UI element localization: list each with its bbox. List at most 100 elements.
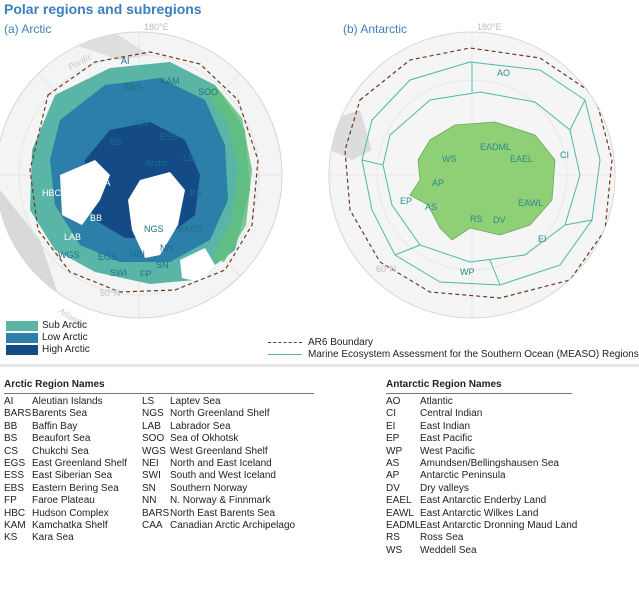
antarctic-row: EAEL East Antarctic Enderby Land: [386, 495, 577, 507]
canadian-archipelago-land: [60, 160, 110, 225]
antarctic-row: AO Atlantic: [386, 396, 577, 408]
row-name: Amundsen/Bellingshausen Sea: [420, 457, 559, 469]
legend-item-higharctic: High Arctic: [6, 344, 90, 355]
region-label-SN: SN: [156, 260, 169, 270]
row-name: Sea of Okhotsk: [170, 433, 239, 445]
row-name: North East Barents Sea: [170, 507, 276, 519]
row-name: Kara Sea: [32, 532, 74, 544]
row-abbr: SWI: [142, 470, 161, 482]
antarctic-map: 180°E 60°N AO EADML EAEL CI WS AP EP AS …: [328, 22, 616, 319]
row-name: East Antarctic Dronning Maud Land: [420, 519, 578, 531]
arctic-row: ESS East Siberian Sea: [4, 470, 127, 482]
row-abbr: KS: [4, 532, 18, 544]
legend-swatch-lowarctic: [6, 332, 38, 343]
region-label-BARS: BARS: [178, 224, 203, 234]
region-label-KAM: KAM: [160, 76, 180, 86]
legend-label-measo: Marine Ecosystem Assessment for the Sout…: [308, 348, 639, 360]
row-abbr: RS: [386, 532, 400, 544]
region-label-HBC: HBC: [42, 188, 62, 198]
row-abbr: LAB: [142, 420, 161, 432]
region-label-AP: AP: [432, 178, 444, 188]
arctic-table-rule: [4, 393, 314, 394]
figure-title: Polar regions and subregions: [4, 1, 202, 17]
row-abbr: CS: [4, 445, 18, 457]
region-label-LAB: LAB: [64, 232, 81, 242]
zone-legend: Sub Arctic Low Arctic High Arctic: [6, 320, 90, 356]
legend-swatch-subarctic: [6, 320, 38, 331]
arctic-row: CAA Canadian Arctic Archipelago: [142, 520, 295, 532]
arctic-panel-label: (a) Arctic: [4, 22, 52, 36]
region-label-FP: FP: [140, 269, 152, 279]
region-label-LS: LS: [183, 153, 194, 163]
legend-label-ar6: AR6 Boundary: [308, 336, 374, 348]
region-label-SOO: SOO: [198, 87, 218, 97]
antarctic-row: EP East Pacific: [386, 433, 577, 445]
row-name: East Pacific: [420, 433, 473, 445]
row-abbr: AO: [386, 396, 401, 407]
region-label-WGS: WGS: [58, 250, 80, 260]
region-label-EADML: EADML: [480, 142, 511, 152]
region-label-WP: WP: [460, 267, 475, 277]
region-label-ESS: ESS: [160, 132, 178, 142]
row-name: Chukchi Sea: [32, 445, 89, 457]
row-abbr: KAM: [4, 519, 26, 531]
row-abbr: BS: [4, 433, 18, 445]
row-abbr: EI: [386, 420, 396, 432]
antarctic-lon180-label: 180°E: [477, 22, 502, 32]
antarctic-background-land-west: [330, 110, 372, 160]
antarctic-table-rule: [386, 393, 572, 394]
antarctic-row: WP West Pacific: [386, 446, 577, 458]
region-label-AS: AS: [425, 202, 437, 212]
arctic-row: SOO Sea of Okhotsk: [142, 433, 295, 445]
row-name: Dry valleys: [420, 482, 469, 494]
row-name: Canadian Arctic Archipelago: [170, 519, 296, 531]
row-abbr: WS: [386, 544, 403, 556]
region-label-SWI: SWI: [110, 268, 127, 278]
arctic-lat50-label: 50°N: [100, 288, 120, 298]
row-abbr: EADML: [386, 519, 421, 531]
row-name: West Greenland Shelf: [170, 445, 268, 457]
arctic-row: NGS North Greenland Shelf: [142, 408, 295, 420]
row-abbr: LS: [142, 396, 155, 407]
arctic-lon180-label: 180°E: [144, 22, 169, 32]
row-abbr: BARS: [142, 507, 170, 519]
arctic-row: AI Aleutian Islands: [4, 396, 127, 408]
row-abbr: EAEL: [386, 495, 412, 507]
arctic-table-col2: LS Laptev Sea NGS North Greenland Shelf LA…: [142, 396, 295, 532]
row-name: West Pacific: [420, 445, 475, 457]
arctic-row: EBS Eastern Bering Sea: [4, 483, 127, 495]
antarctic-row: WS Weddell Sea: [386, 545, 577, 557]
polar-maps: 180°E 50°N Pacific Arctic Atlantic AI KA…: [0, 22, 616, 329]
scandinavia-land: [180, 248, 215, 282]
row-name: Antarctic Peninsula: [420, 470, 506, 482]
arctic-row: SWI South and West Iceland: [142, 470, 295, 482]
row-name: Kamchatka Shelf: [32, 519, 108, 531]
arctic-row: LAB Labrador Sea: [142, 421, 295, 433]
arctic-row: NN N. Norway & Finnmark: [142, 495, 295, 507]
row-name: North and East Iceland: [170, 457, 272, 469]
region-label-BS: BS: [110, 137, 122, 147]
row-abbr: EBS: [4, 482, 25, 494]
arctic-row: LS Laptev Sea: [142, 396, 295, 408]
row-name: East Antarctic Wilkes Land: [420, 507, 539, 519]
legend-line-measo: [268, 353, 302, 355]
region-label-EBS: EBS: [124, 82, 142, 92]
region-label-BB: BB: [90, 213, 102, 223]
row-abbr: EAWL: [386, 507, 414, 519]
arctic-row: KS Kara Sea: [4, 532, 127, 544]
row-abbr: EGS: [4, 457, 26, 469]
region-label-CI: CI: [560, 150, 569, 160]
arctic-row: CS Chukchi Sea: [4, 446, 127, 458]
antarctic-row: EADMLEast Antarctic Dronning Maud Land: [386, 520, 577, 532]
antarctic-background-land-east: [585, 250, 615, 300]
row-name: East Antarctic Enderby Land: [420, 495, 547, 507]
region-label-NEI: NEI: [130, 249, 145, 259]
region-label-EI: EI: [538, 234, 547, 244]
section-divider: [0, 364, 639, 367]
row-name: Faroe Plateau: [32, 495, 95, 507]
row-name: Laptev Sea: [170, 396, 221, 407]
antarctic-table-heading: Antarctic Region Names: [386, 379, 502, 390]
antarctic-lat60-label: 60°N: [376, 264, 396, 274]
region-label-NN: NN: [160, 243, 173, 253]
row-name: Labrador Sea: [170, 420, 231, 432]
